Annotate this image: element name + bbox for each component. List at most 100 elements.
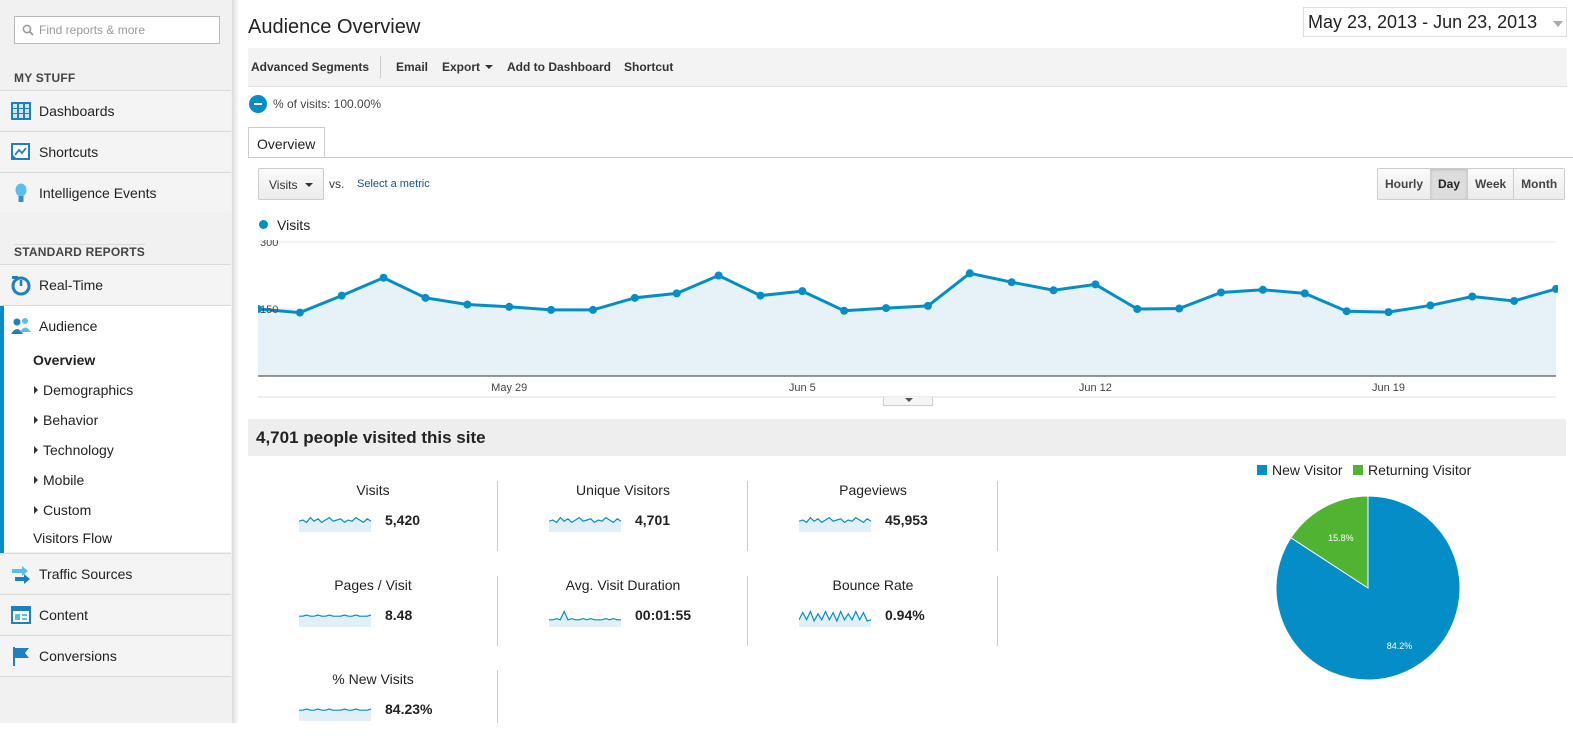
sidebar-subitem-technology[interactable]: Technology xyxy=(34,442,114,458)
data-point[interactable] xyxy=(1217,288,1226,297)
metric-tile[interactable]: Pageviews 45,953 xyxy=(748,482,998,556)
data-point[interactable] xyxy=(882,304,891,313)
sidebar-item-audience[interactable]: Audience xyxy=(0,306,231,346)
sidebar-item-content[interactable]: Content xyxy=(0,594,231,634)
chevron-down-icon xyxy=(485,65,494,69)
metric-divider xyxy=(747,576,748,646)
metric-divider xyxy=(997,481,998,551)
search-input[interactable] xyxy=(39,20,215,40)
data-point[interactable] xyxy=(714,271,723,280)
expand-arrow-icon xyxy=(34,476,38,484)
add-to-dashboard-button[interactable]: Add to Dashboard xyxy=(507,60,611,74)
sparkline-area xyxy=(299,517,371,532)
data-point[interactable] xyxy=(588,305,597,314)
x-tick-label: Jun 12 xyxy=(1079,382,1112,394)
active-indicator xyxy=(0,306,4,553)
metric-tile[interactable]: Avg. Visit Duration 00:01:55 xyxy=(498,577,748,651)
data-point[interactable] xyxy=(295,308,304,317)
data-point[interactable] xyxy=(1300,289,1309,298)
sparkline-area xyxy=(549,517,621,532)
legend-marker xyxy=(259,220,268,229)
page-title: Audience Overview xyxy=(248,16,421,38)
data-point[interactable] xyxy=(1258,285,1267,294)
sparkline-area xyxy=(799,611,871,627)
data-point[interactable] xyxy=(1091,280,1100,289)
data-point[interactable] xyxy=(840,306,849,315)
metric-divider xyxy=(497,576,498,646)
data-point[interactable] xyxy=(1007,278,1016,287)
metric-select[interactable]: Visits xyxy=(258,168,324,200)
legend-label: New Visitor xyxy=(1272,462,1343,478)
data-point[interactable] xyxy=(258,305,262,313)
traffic-arrows-icon xyxy=(12,566,30,584)
sidebar-subitem-custom[interactable]: Custom xyxy=(34,502,91,518)
sidebar-subitem-visitors-flow[interactable]: Visitors Flow xyxy=(33,530,113,546)
data-point[interactable] xyxy=(630,293,639,302)
data-point[interactable] xyxy=(1426,301,1435,310)
data-point[interactable] xyxy=(547,305,556,314)
chart-resize-handle[interactable] xyxy=(883,397,933,406)
data-point[interactable] xyxy=(672,289,681,298)
sidebar-subitem-behavior[interactable]: Behavior xyxy=(34,412,98,428)
data-point[interactable] xyxy=(1384,308,1393,317)
data-point[interactable] xyxy=(923,301,932,310)
sidebar-subitem-overview[interactable]: Overview xyxy=(33,352,96,368)
data-point[interactable] xyxy=(379,273,388,282)
data-point[interactable] xyxy=(756,291,765,300)
metric-tile[interactable]: Visits 5,420 xyxy=(248,482,498,556)
metric-tile[interactable]: % New Visits 84.23% xyxy=(248,671,498,745)
metric-tile[interactable]: Unique Visitors 4,701 xyxy=(498,482,748,556)
y-tick-label: 150 xyxy=(260,304,278,316)
segment-toggle-icon[interactable] xyxy=(249,95,267,113)
hourly-button[interactable]: Hourly xyxy=(1378,169,1431,199)
select-metric-link[interactable]: Select a metric xyxy=(357,178,430,190)
metric-value: 4,701 xyxy=(635,512,671,528)
lightbulb-icon xyxy=(15,183,27,202)
metric-tile[interactable]: Pages / Visit 8.48 xyxy=(248,577,498,651)
sidebar-subitem-mobile[interactable]: Mobile xyxy=(34,472,84,488)
sidebar-item-traffic-sources[interactable]: Traffic Sources xyxy=(0,553,231,593)
data-point[interactable] xyxy=(1468,292,1477,301)
data-point[interactable] xyxy=(798,287,807,296)
sidebar-subitem-label: Technology xyxy=(43,442,114,458)
pie-slice-label: 84.2% xyxy=(1387,641,1413,651)
legend-label: Returning Visitor xyxy=(1368,462,1472,478)
sidebar-item-label: Traffic Sources xyxy=(39,566,133,582)
segment-percentage: % of visits: 100.00% xyxy=(273,97,382,111)
sidebar-item-label: Shortcuts xyxy=(39,144,99,160)
data-point[interactable] xyxy=(1049,286,1058,295)
sidebar-subitem-demographics[interactable]: Demographics xyxy=(34,382,133,398)
data-point[interactable] xyxy=(1133,305,1142,313)
export-button[interactable]: Export xyxy=(442,60,494,74)
data-point[interactable] xyxy=(463,300,472,309)
data-point[interactable] xyxy=(1552,284,1558,293)
data-point[interactable] xyxy=(1342,307,1351,316)
sidebar-item-real-time[interactable]: Real-Time xyxy=(0,264,231,304)
email-button[interactable]: Email xyxy=(396,60,429,74)
data-point[interactable] xyxy=(965,269,974,278)
x-tick-label: May 29 xyxy=(491,382,527,394)
week-button[interactable]: Week xyxy=(1467,169,1514,199)
sparkline xyxy=(549,516,622,532)
tab-overview[interactable]: Overview xyxy=(248,127,325,158)
data-point[interactable] xyxy=(1510,296,1519,305)
visits-area xyxy=(258,273,1556,376)
realtime-icon xyxy=(11,276,31,296)
data-point[interactable] xyxy=(1175,304,1184,313)
pie-slice-returning-visitor[interactable] xyxy=(1290,495,1369,589)
day-button[interactable]: Day xyxy=(1430,169,1468,199)
sidebar-item-conversions[interactable]: Conversions xyxy=(0,635,231,677)
shortcut-button[interactable]: Shortcut xyxy=(624,60,674,74)
sidebar-item-dashboards[interactable]: Dashboards xyxy=(0,90,231,130)
metric-tile[interactable]: Bounce Rate 0.94% xyxy=(748,577,998,651)
main-content: Audience Overview May 23, 2013 - Jun 23,… xyxy=(238,0,1573,723)
data-point[interactable] xyxy=(505,302,514,311)
data-point[interactable] xyxy=(421,293,430,302)
month-button[interactable]: Month xyxy=(1513,169,1565,199)
sidebar-item-intelligence-events[interactable]: Intelligence Events xyxy=(0,172,231,212)
advanced-segments-button[interactable]: Advanced Segments xyxy=(251,60,370,74)
search-box[interactable] xyxy=(14,16,220,44)
sidebar-item-shortcuts[interactable]: Shortcuts xyxy=(0,131,231,171)
data-point[interactable] xyxy=(337,291,346,300)
date-range-picker[interactable]: May 23, 2013 - Jun 23, 2013 xyxy=(1303,7,1567,37)
